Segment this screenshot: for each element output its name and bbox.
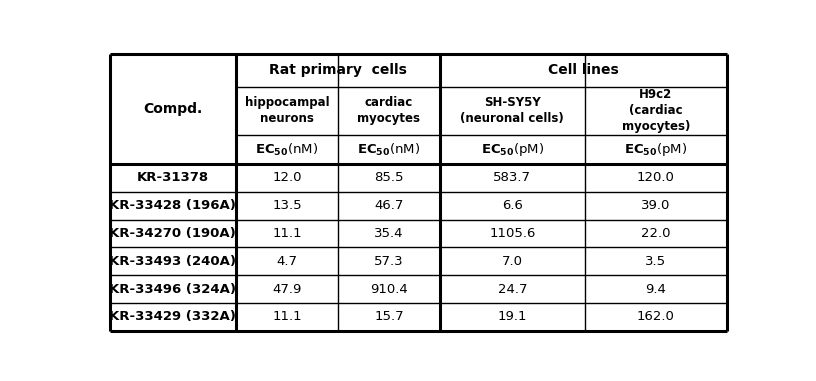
Text: KR-33429 (332A): KR-33429 (332A) — [109, 311, 237, 323]
Text: 1105.6: 1105.6 — [489, 227, 535, 240]
Text: KR-33496 (324A): KR-33496 (324A) — [109, 283, 237, 296]
Text: 583.7: 583.7 — [494, 171, 531, 184]
Text: Compd.: Compd. — [144, 102, 202, 116]
Text: $\mathbf{EC_{50}}$(nM): $\mathbf{EC_{50}}$(nM) — [255, 141, 318, 158]
Text: 39.0: 39.0 — [641, 199, 671, 212]
Text: 57.3: 57.3 — [374, 255, 404, 268]
Text: KR-34270 (190A): KR-34270 (190A) — [109, 227, 236, 240]
Text: Rat primary  cells: Rat primary cells — [269, 63, 407, 77]
Text: SH-SY5Y
(neuronal cells): SH-SY5Y (neuronal cells) — [460, 96, 564, 125]
Text: 35.4: 35.4 — [374, 227, 404, 240]
Text: 85.5: 85.5 — [374, 171, 404, 184]
Text: cardiac
myocytes: cardiac myocytes — [357, 96, 420, 125]
Text: 4.7: 4.7 — [277, 255, 298, 268]
Text: KR-31378: KR-31378 — [137, 171, 209, 184]
Text: 120.0: 120.0 — [637, 171, 675, 184]
Text: 47.9: 47.9 — [273, 283, 302, 296]
Text: 6.6: 6.6 — [502, 199, 523, 212]
Text: 15.7: 15.7 — [374, 311, 404, 323]
Text: 19.1: 19.1 — [498, 311, 527, 323]
Text: 13.5: 13.5 — [273, 199, 302, 212]
Text: KR-33428 (196A): KR-33428 (196A) — [109, 199, 237, 212]
Text: $\mathbf{EC_{50}}$(pM): $\mathbf{EC_{50}}$(pM) — [624, 141, 687, 158]
Text: KR-33493 (240A): KR-33493 (240A) — [109, 255, 237, 268]
Text: Cell lines: Cell lines — [548, 63, 619, 77]
Text: 9.4: 9.4 — [645, 283, 667, 296]
Text: 12.0: 12.0 — [273, 171, 302, 184]
Text: H9c2
(cardiac
myocytes): H9c2 (cardiac myocytes) — [622, 88, 690, 133]
Text: 11.1: 11.1 — [273, 311, 302, 323]
Text: 22.0: 22.0 — [641, 227, 671, 240]
Text: 910.4: 910.4 — [370, 283, 408, 296]
Text: 24.7: 24.7 — [498, 283, 527, 296]
Text: hippocampal
neurons: hippocampal neurons — [245, 96, 330, 125]
Text: 11.1: 11.1 — [273, 227, 302, 240]
Text: 3.5: 3.5 — [645, 255, 667, 268]
Text: $\mathbf{EC_{50}}$(nM): $\mathbf{EC_{50}}$(nM) — [357, 141, 420, 158]
Text: 7.0: 7.0 — [502, 255, 523, 268]
Text: 162.0: 162.0 — [637, 311, 675, 323]
Text: 46.7: 46.7 — [375, 199, 404, 212]
Text: $\mathbf{EC_{50}}$(pM): $\mathbf{EC_{50}}$(pM) — [481, 141, 544, 158]
